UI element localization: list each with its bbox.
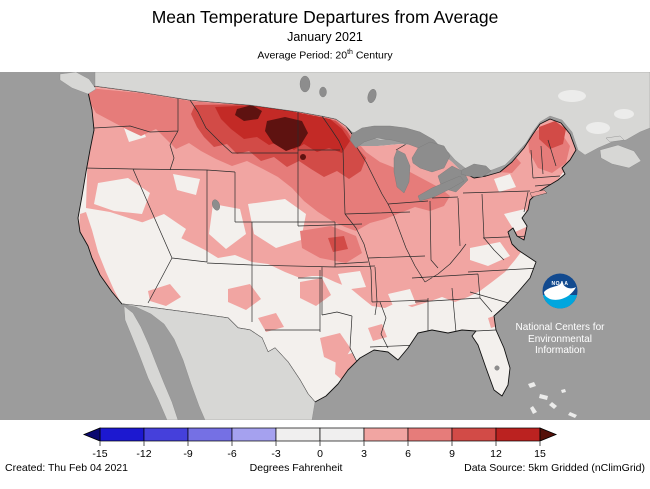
great-salt-lake <box>212 199 220 211</box>
colorbar-segment <box>495 427 541 442</box>
period-prefix: Average Period: 20 <box>257 49 348 62</box>
colorbar-tick-label: -3 <box>271 448 280 460</box>
colorbar-tick-label: -6 <box>227 448 236 460</box>
mexico-landmass <box>121 303 316 421</box>
colorbar-tick-label: 15 <box>534 448 546 460</box>
figure-header: Mean Temperature Departures from Average… <box>0 0 650 62</box>
lake-okeechobee <box>494 365 500 371</box>
anomaly-3-6-patches <box>79 212 514 386</box>
colorbar-tick-label: 9 <box>449 448 455 460</box>
anomaly-over-15-blobs <box>235 105 308 151</box>
canada-snow-patch <box>586 122 610 134</box>
canada-lake <box>367 88 377 104</box>
noaa-org-line-1: National Centers for <box>515 322 605 333</box>
colorbar-segment <box>99 427 145 442</box>
lake-michigan <box>393 149 411 194</box>
canada-lake <box>299 75 311 93</box>
anomaly-over-15-dot <box>300 154 306 160</box>
colorbar-tick-label: 0 <box>317 448 323 460</box>
noaa-acronym: NOAA <box>551 281 568 287</box>
colorbar-left-arrow <box>82 427 101 442</box>
figure-average-period: Average Period: 20th Century <box>0 47 650 62</box>
colorbar-tick-label: -9 <box>183 448 192 460</box>
map-area: NOAA National Centers for Environmental … <box>0 71 650 421</box>
colorbar-tick-label: 3 <box>361 448 367 460</box>
long-island <box>529 189 548 198</box>
colorbar-segment <box>143 427 189 442</box>
nova-scotia <box>599 144 642 169</box>
lake-ontario <box>460 163 492 178</box>
noaa-org-name: National Centers for Environmental Infor… <box>494 322 626 357</box>
colorbar-segment <box>451 427 497 442</box>
page-title: Mean Temperature Departures from Average <box>151 7 499 27</box>
canada-landmass <box>94 71 650 173</box>
lake-huron <box>411 141 451 173</box>
noaa-org-line-2: Environmental <box>528 333 592 345</box>
noaa-org-line-3: Information <box>534 345 586 356</box>
colorbar-segment <box>363 427 409 442</box>
noaa-seagull-icon <box>544 282 576 300</box>
figure-footer: Created: Thu Feb 04 2021 Degrees Fahrenh… <box>0 462 650 474</box>
colorbar-tick-label: -12 <box>136 448 151 460</box>
noaa-logo: NOAA <box>542 273 578 309</box>
data-source: Data Source: 5km Gridded (nClimGrid) <box>464 462 645 474</box>
created-date: Created: Thu Feb 04 2021 <box>5 462 128 474</box>
lake-erie <box>417 175 465 202</box>
colorbar-tick-label: -15 <box>92 448 107 460</box>
prince-edward-island <box>605 135 625 143</box>
conus-anomaly-map: NOAA <box>0 71 650 421</box>
figure-subtitle-month: January 2021 <box>287 30 363 44</box>
colorbar-segment <box>275 427 321 442</box>
colorbar-segment <box>407 427 453 442</box>
temperature-colorbar: -15 -12 -9 -6 -3 0 3 6 9 12 15 <box>82 427 558 460</box>
colorbar-segment <box>319 427 365 442</box>
bahamas-islands <box>528 382 577 418</box>
canada-snow-patch <box>558 90 586 102</box>
period-superscript: th <box>347 49 353 56</box>
period-suffix: Century <box>352 49 393 62</box>
vancouver-island <box>59 71 97 95</box>
colorbar-tick-label: 6 <box>405 448 411 460</box>
colorbar-segment <box>231 427 277 442</box>
colorbar-tick-label: 12 <box>490 448 502 460</box>
canada-lake <box>319 86 327 98</box>
canada-snow-patch <box>614 109 634 119</box>
colorbar-segment <box>187 427 233 442</box>
unit-label: Degrees Fahrenheit <box>249 462 343 474</box>
colorbar-right-arrow <box>539 427 558 442</box>
